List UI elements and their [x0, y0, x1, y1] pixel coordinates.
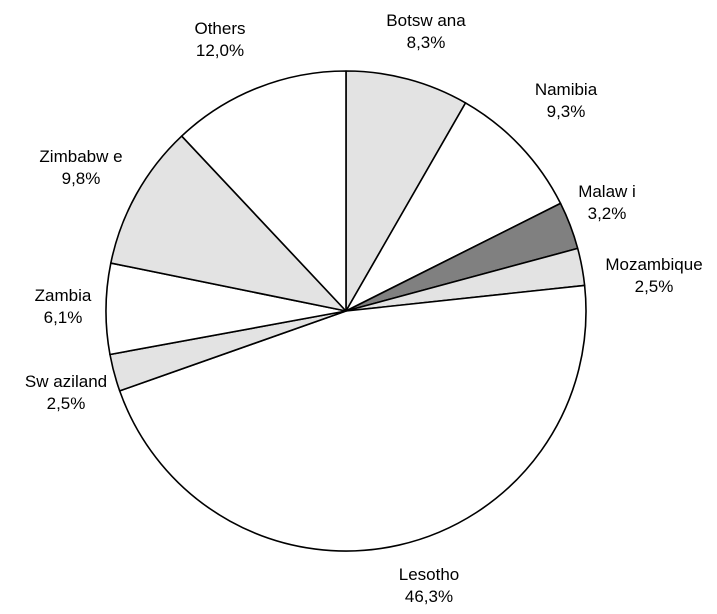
slice-name-zambia: Zambia — [35, 286, 92, 305]
slice-label-botswana: Botsw ana 8,3% — [386, 11, 466, 52]
slice-percent-botswana: 8,3% — [407, 33, 446, 52]
slice-percent-lesotho: 46,3% — [405, 587, 453, 606]
labels-layer: Botsw ana 8,3% Namibia 9,3% Malaw i 3,2% Mozam… — [25, 11, 703, 606]
slice-percent-mozambique: 2,5% — [635, 277, 674, 296]
slice-name-lesotho: Lesotho — [399, 565, 460, 584]
pie-slice-botswana — [345, 70, 467, 312]
slice-label-lesotho: Lesotho 46,3% — [399, 565, 460, 606]
slice-label-mozambique: Mozambique 2,5% — [605, 255, 702, 296]
slice-name-swaziland: Sw aziland — [25, 372, 107, 391]
slice-percent-malawi: 3,2% — [588, 204, 627, 223]
slice-percent-swaziland: 2,5% — [47, 394, 86, 413]
slice-label-swaziland: Sw aziland 2,5% — [25, 372, 107, 413]
slices-layer — [105, 70, 587, 552]
pie-slice-zimbabwe — [110, 135, 347, 312]
slice-label-namibia: Namibia 9,3% — [535, 80, 598, 121]
slice-label-others: Others 12,0% — [194, 19, 245, 60]
slice-label-malawi: Malaw i 3,2% — [578, 182, 636, 223]
slice-name-zimbabwe: Zimbabw e — [39, 147, 122, 166]
slice-label-zambia: Zambia 6,1% — [35, 286, 92, 327]
slice-percent-zimbabwe: 9,8% — [62, 169, 101, 188]
slice-label-zimbabwe: Zimbabw e 9,8% — [39, 147, 122, 188]
slice-name-others: Others — [194, 19, 245, 38]
pie-slice-others — [180, 70, 347, 312]
pie-slice-lesotho — [118, 284, 587, 552]
slice-name-malawi: Malaw i — [578, 182, 636, 201]
slice-name-botswana: Botsw ana — [386, 11, 466, 30]
slice-percent-zambia: 6,1% — [44, 308, 83, 327]
slice-percent-others: 12,0% — [196, 41, 244, 60]
slice-percent-namibia: 9,3% — [547, 102, 586, 121]
slice-name-mozambique: Mozambique — [605, 255, 702, 274]
pie-slice-namibia — [345, 102, 562, 312]
slice-name-namibia: Namibia — [535, 80, 598, 99]
